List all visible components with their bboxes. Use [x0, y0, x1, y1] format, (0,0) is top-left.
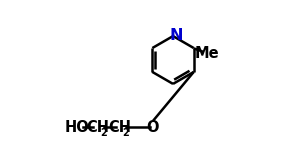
Text: O: O — [147, 120, 159, 135]
Text: 2: 2 — [100, 128, 107, 138]
Text: HO: HO — [65, 120, 90, 135]
Text: N: N — [169, 28, 183, 43]
Text: Me: Me — [195, 46, 220, 61]
Text: CH: CH — [108, 120, 131, 135]
Text: 2: 2 — [122, 128, 129, 138]
Text: CH: CH — [86, 120, 109, 135]
